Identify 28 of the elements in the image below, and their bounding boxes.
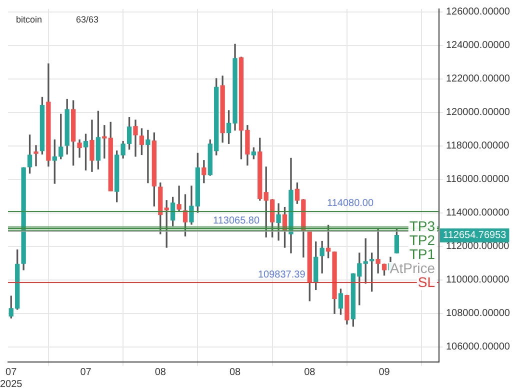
annotation: 109837.39 [258, 269, 306, 280]
y-tick-label: 116000.00000 [446, 174, 510, 186]
x-tick-label: 07 2025 [0, 366, 23, 390]
x-tick-label: 07 [80, 366, 92, 378]
ref-line-label: SL [418, 274, 436, 290]
y-tick-label: 120000.00000 [446, 107, 510, 118]
y-tick-label: 122000.00000 [446, 74, 510, 85]
x-tick-label: 08 [154, 366, 166, 378]
ref-line-label: TP3 [409, 218, 436, 234]
y-tick-label: 124000.00000 [446, 40, 510, 52]
y-tick-label: 106000.00000 [446, 342, 510, 353]
x-tick-label: 08 [304, 366, 316, 378]
y-tick-label: 110000.00000 [446, 274, 510, 286]
ref-line-label: TP1 [409, 246, 436, 262]
text: 112654.76953 [443, 230, 507, 242]
y-tick-label: 112000.00000 [446, 241, 510, 252]
text: 63/63 [76, 14, 99, 24]
x-tick-label: 08 [229, 366, 242, 378]
annotation: 114080.00 [327, 198, 374, 210]
x-tick-label: 09 [378, 366, 390, 378]
annotation: 113065.80 [213, 215, 260, 226]
ref-line-label: TP2 [409, 232, 436, 248]
y-tick-label: 126000.00000 [446, 6, 510, 18]
ref-line-label: AtPrice [390, 260, 436, 276]
y-tick-label: 118000.00000 [446, 140, 510, 152]
y-tick-label: 108000.00000 [446, 308, 510, 320]
text: bitcoin [16, 14, 42, 24]
y-tick-label: 114000.00000 [446, 208, 510, 219]
